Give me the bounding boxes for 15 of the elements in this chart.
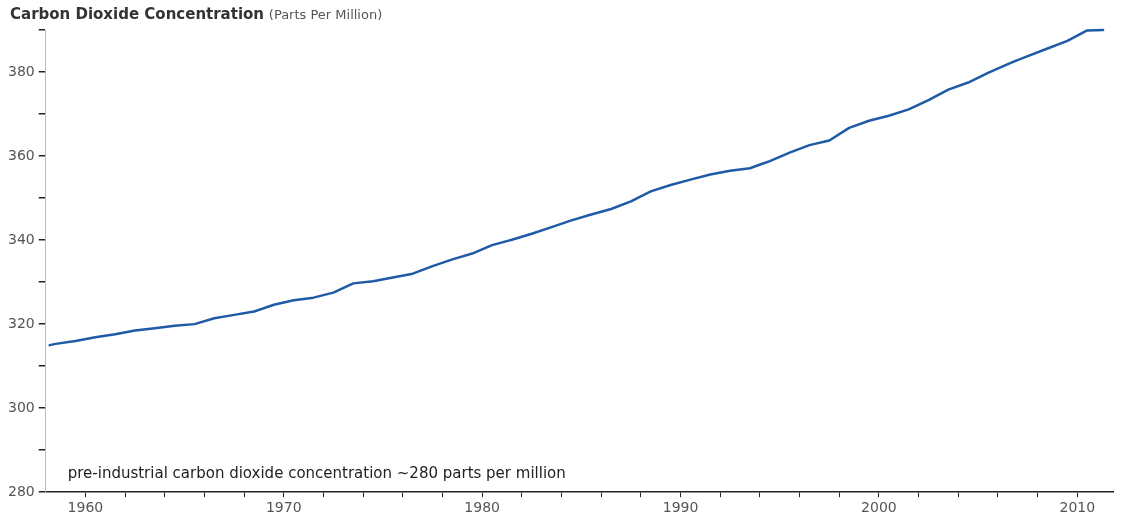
y-tick-label: 380 <box>7 62 35 79</box>
y-tick-label: 320 <box>7 314 35 331</box>
y-tick-label: 300 <box>7 398 35 415</box>
x-tick-label: 1990 <box>662 499 699 516</box>
x-tick-label: 2010 <box>1059 499 1096 516</box>
chart-subtitle: (Parts Per Million) <box>268 7 383 22</box>
x-tick-label: 1970 <box>265 499 302 516</box>
x-tick-label: 2000 <box>861 499 897 516</box>
x-tick-label: 1960 <box>67 499 104 516</box>
y-tick-label: 340 <box>7 230 35 247</box>
y-tick-label: 280 <box>7 482 35 499</box>
annotation: pre-industrial carbon dioxide concentration ~280 parts per million <box>67 464 566 483</box>
y-tick-label: 360 <box>7 146 35 163</box>
chart-title: Carbon Dioxide Concentration <box>10 5 265 23</box>
x-tick-label: 1980 <box>464 499 500 516</box>
